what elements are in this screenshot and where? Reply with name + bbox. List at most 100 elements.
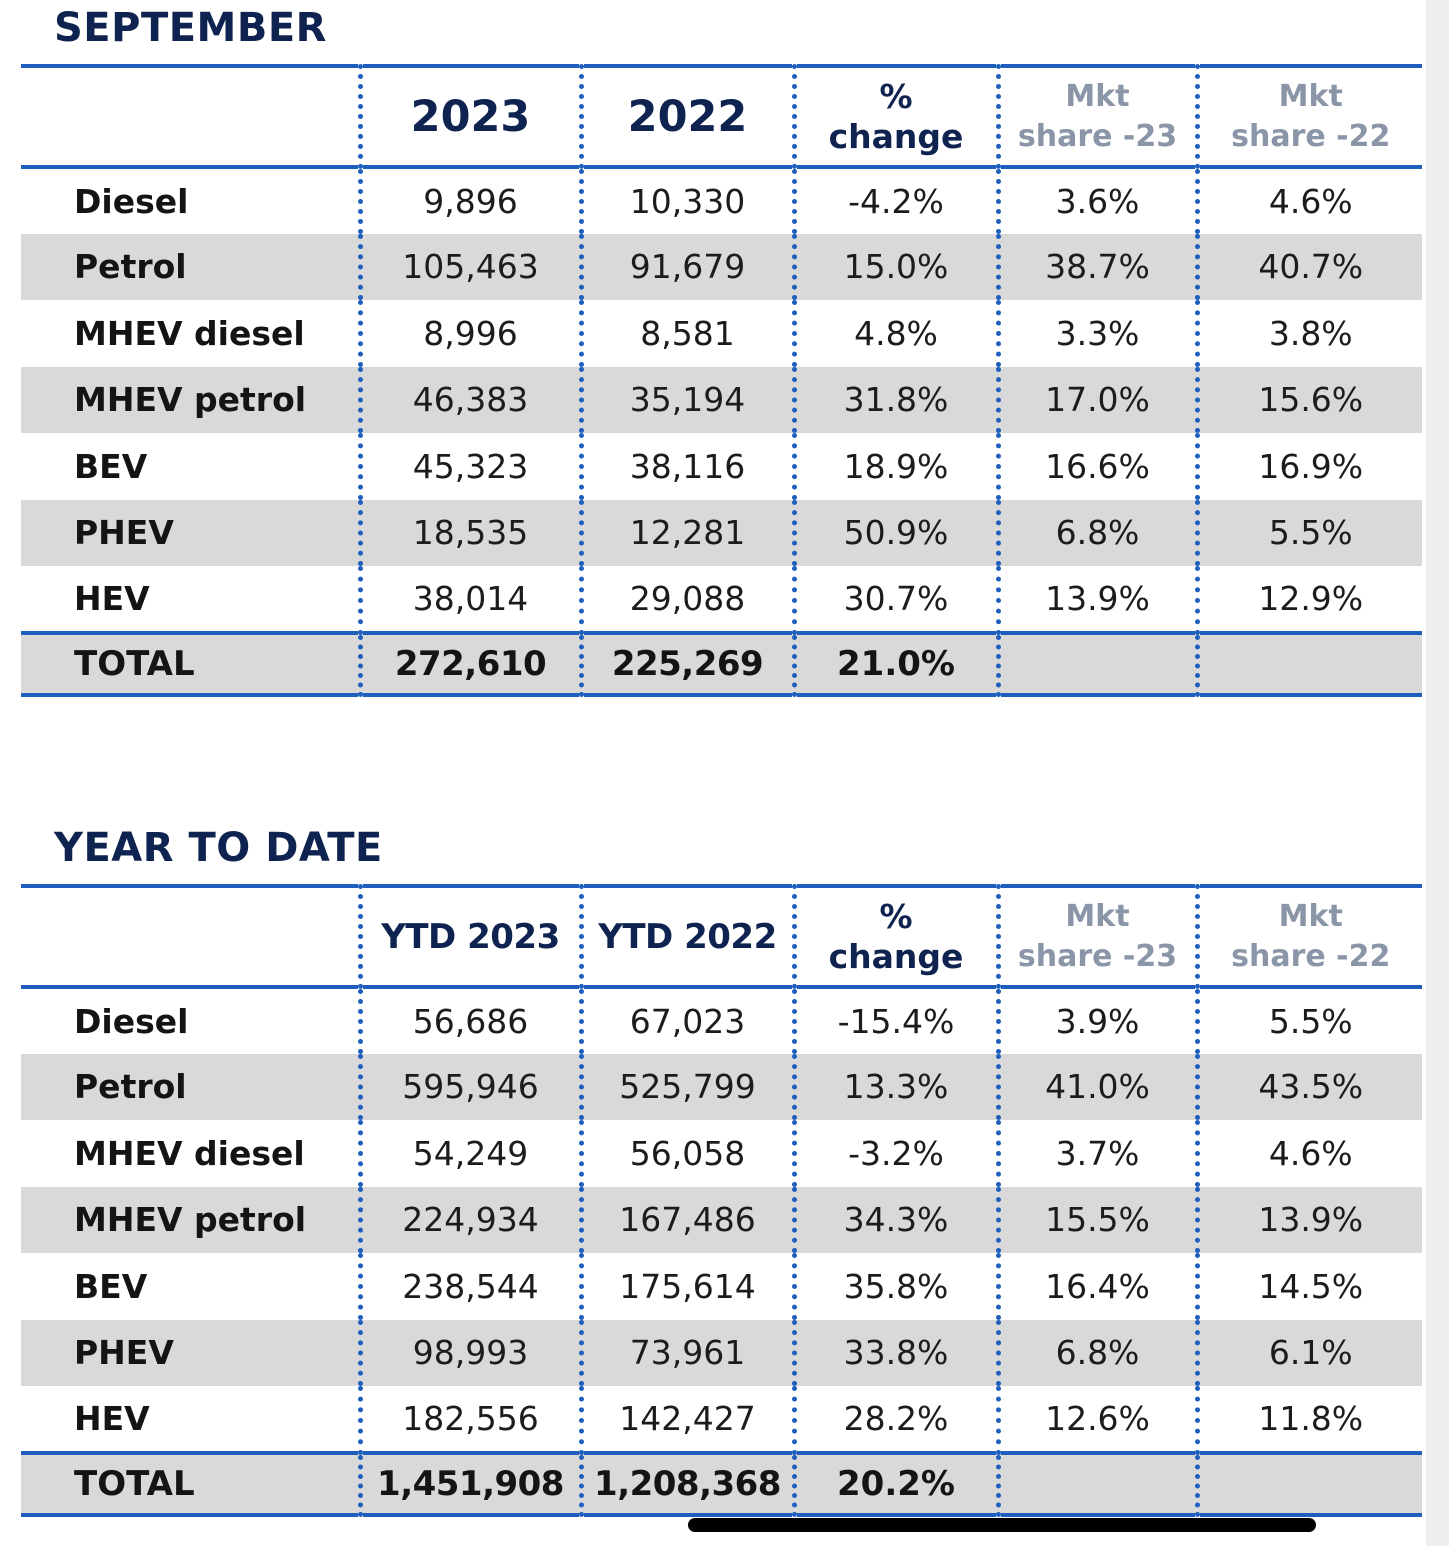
value-2022: 29,088 (578, 566, 794, 633)
fuel-type-label: Petrol (74, 247, 187, 287)
market-share-22: 16.9% (1194, 433, 1422, 500)
table-row: Petrol 595,946 525,799 13.3% 41.0% 43.5% (21, 1053, 1422, 1120)
total-percent-change: 21.0% (791, 632, 998, 695)
fuel-type-label: MHEV petrol (74, 380, 307, 420)
market-share-23: 3.6% (995, 167, 1197, 234)
value-2022: 8,581 (578, 300, 794, 367)
fuel-type-label: HEV (74, 1398, 150, 1438)
total-2023: 272,610 (357, 632, 581, 695)
header-ytd-2022: YTD 2022 (578, 886, 794, 987)
value-ytd-2023: 56,686 (357, 987, 581, 1054)
table-row: MHEV petrol 224,934 167,486 34.3% 15.5% … (21, 1186, 1422, 1253)
fuel-type-label: MHEV diesel (74, 313, 305, 353)
percent-change: 33.8% (791, 1319, 998, 1386)
market-share-23: 38.7% (995, 233, 1197, 300)
market-share-23: 41.0% (995, 1053, 1197, 1120)
header-share-label: share -23 (1017, 938, 1178, 974)
september-title: SEPTEMBER (54, 5, 327, 51)
percent-change: 31.8% (791, 366, 998, 433)
value-ytd-2023: 182,556 (357, 1386, 581, 1453)
value-ytd-2022: 175,614 (578, 1253, 794, 1320)
header-share-label: share -22 (1231, 118, 1391, 154)
percent-change: 34.3% (791, 1186, 998, 1253)
value-ytd-2023: 238,544 (357, 1253, 581, 1320)
total-row: TOTAL 1,451,908 1,208,368 20.2% (21, 1452, 1422, 1515)
table-row: MHEV diesel 8,996 8,581 4.8% 3.3% 3.8% (21, 300, 1422, 367)
market-share-22: 3.8% (1194, 300, 1422, 367)
percent-change: 35.8% (791, 1253, 998, 1320)
percent-change: 4.8% (791, 300, 998, 367)
header-mkt-share-22: Mkt share -22 (1194, 66, 1422, 167)
table-header-row: YTD 2023 YTD 2022 % change Mkt share -23… (21, 886, 1422, 987)
total-market-share-23 (995, 1452, 1197, 1515)
home-indicator-bar[interactable] (688, 1518, 1316, 1532)
total-ytd-2023: 1,451,908 (357, 1452, 581, 1515)
value-ytd-2023: 98,993 (357, 1319, 581, 1386)
market-share-23: 15.5% (995, 1186, 1197, 1253)
market-share-23: 17.0% (995, 366, 1197, 433)
fuel-type-label: HEV (74, 578, 150, 618)
header-mkt-share-23: Mkt share -23 (995, 66, 1197, 167)
market-share-22: 15.6% (1194, 366, 1422, 433)
september-table: 2023 2022 % change Mkt share -23 Mkt sha… (21, 64, 1422, 697)
table-row: BEV 238,544 175,614 35.8% 16.4% 14.5% (21, 1253, 1422, 1320)
percent-change: 28.2% (791, 1386, 998, 1453)
value-ytd-2023: 595,946 (357, 1053, 581, 1120)
header-mkt-label: Mkt (1278, 78, 1343, 114)
market-share-22: 4.6% (1194, 1120, 1422, 1187)
market-share-23: 3.7% (995, 1120, 1197, 1187)
table-row: BEV 45,323 38,116 18.9% 16.6% 16.9% (21, 433, 1422, 500)
fuel-type-label: PHEV (74, 513, 174, 553)
table-row: PHEV 98,993 73,961 33.8% 6.8% 6.1% (21, 1319, 1422, 1386)
table-row: HEV 182,556 142,427 28.2% 12.6% 11.8% (21, 1386, 1422, 1453)
percent-change: 15.0% (791, 233, 998, 300)
total-market-share-23 (995, 632, 1197, 695)
total-label: TOTAL (74, 1463, 195, 1504)
header-change-word: change (828, 936, 964, 976)
market-share-22: 6.1% (1194, 1319, 1422, 1386)
market-share-22: 5.5% (1194, 987, 1422, 1054)
percent-change: 13.3% (791, 1053, 998, 1120)
value-2022: 38,116 (578, 433, 794, 500)
percent-change: -15.4% (791, 987, 998, 1054)
table-row: Petrol 105,463 91,679 15.0% 38.7% 40.7% (21, 233, 1422, 300)
value-2022: 10,330 (578, 167, 794, 234)
fuel-type-label: BEV (74, 1266, 148, 1306)
fuel-type-label: BEV (74, 446, 148, 486)
value-2023: 38,014 (357, 566, 581, 633)
total-label: TOTAL (74, 643, 195, 684)
header-share-label: share -22 (1231, 938, 1391, 974)
percent-change: 50.9% (791, 499, 998, 566)
table-row: MHEV petrol 46,383 35,194 31.8% 17.0% 15… (21, 366, 1422, 433)
value-ytd-2023: 224,934 (357, 1186, 581, 1253)
market-share-22: 14.5% (1194, 1253, 1422, 1320)
table-row: MHEV diesel 54,249 56,058 -3.2% 3.7% 4.6… (21, 1120, 1422, 1187)
header-2022: 2022 (578, 66, 794, 167)
fuel-type-label: MHEV petrol (74, 1200, 307, 1240)
header-blank-cell (21, 886, 360, 987)
market-share-23: 16.6% (995, 433, 1197, 500)
market-share-23: 13.9% (995, 566, 1197, 633)
table-row: HEV 38,014 29,088 30.7% 13.9% 12.9% (21, 566, 1422, 633)
header-percent-sign: % (879, 76, 913, 116)
fuel-type-label: Petrol (74, 1067, 187, 1107)
percent-change: 30.7% (791, 566, 998, 633)
value-ytd-2022: 56,058 (578, 1120, 794, 1187)
fuel-type-label: PHEV (74, 1333, 174, 1373)
header-share-label: share -23 (1017, 118, 1178, 154)
header-mkt-label: Mkt (1065, 898, 1130, 934)
value-2022: 91,679 (578, 233, 794, 300)
header-2023: 2023 (357, 66, 581, 167)
value-2022: 12,281 (578, 499, 794, 566)
header-mkt-share-22: Mkt share -22 (1194, 886, 1422, 987)
market-share-22: 5.5% (1194, 499, 1422, 566)
total-2022: 225,269 (578, 632, 794, 695)
value-ytd-2022: 67,023 (578, 987, 794, 1054)
market-share-22: 43.5% (1194, 1053, 1422, 1120)
header-mkt-label: Mkt (1278, 898, 1343, 934)
value-ytd-2022: 142,427 (578, 1386, 794, 1453)
market-share-22: 4.6% (1194, 167, 1422, 234)
table-row: Diesel 9,896 10,330 -4.2% 3.6% 4.6% (21, 167, 1422, 234)
ytd-table: YTD 2023 YTD 2022 % change Mkt share -23… (21, 884, 1422, 1517)
